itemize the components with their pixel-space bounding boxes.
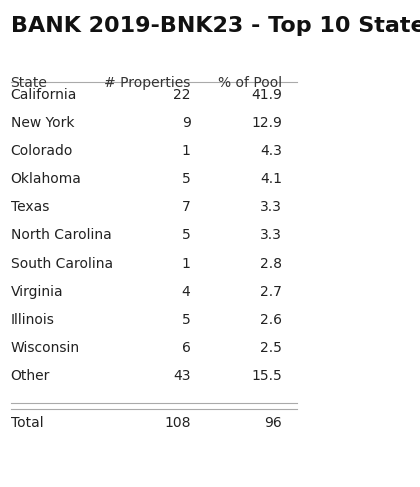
Text: 7: 7 [182, 201, 191, 214]
Text: California: California [10, 88, 77, 102]
Text: 1: 1 [182, 257, 191, 271]
Text: 2.6: 2.6 [260, 313, 282, 327]
Text: 15.5: 15.5 [251, 369, 282, 383]
Text: % of Pool: % of Pool [218, 76, 282, 91]
Text: 5: 5 [182, 313, 191, 327]
Text: 2.5: 2.5 [260, 341, 282, 355]
Text: 4.3: 4.3 [260, 144, 282, 158]
Text: 43: 43 [173, 369, 191, 383]
Text: 3.3: 3.3 [260, 201, 282, 214]
Text: South Carolina: South Carolina [10, 257, 113, 271]
Text: State: State [10, 76, 47, 91]
Text: 22: 22 [173, 88, 191, 102]
Text: Total: Total [10, 416, 43, 430]
Text: Virginia: Virginia [10, 285, 63, 299]
Text: New York: New York [10, 116, 74, 130]
Text: 4.1: 4.1 [260, 172, 282, 187]
Text: 1: 1 [182, 144, 191, 158]
Text: # Properties: # Properties [104, 76, 191, 91]
Text: 5: 5 [182, 228, 191, 243]
Text: 2.7: 2.7 [260, 285, 282, 299]
Text: Other: Other [10, 369, 50, 383]
Text: 6: 6 [182, 341, 191, 355]
Text: 9: 9 [182, 116, 191, 130]
Text: Wisconsin: Wisconsin [10, 341, 80, 355]
Text: Texas: Texas [10, 201, 49, 214]
Text: Oklahoma: Oklahoma [10, 172, 81, 187]
Text: 3.3: 3.3 [260, 228, 282, 243]
Text: Illinois: Illinois [10, 313, 55, 327]
Text: 5: 5 [182, 172, 191, 187]
Text: BANK 2019-BNK23 - Top 10 States: BANK 2019-BNK23 - Top 10 States [10, 16, 420, 36]
Text: 41.9: 41.9 [251, 88, 282, 102]
Text: 96: 96 [264, 416, 282, 430]
Text: Colorado: Colorado [10, 144, 73, 158]
Text: 12.9: 12.9 [251, 116, 282, 130]
Text: 4: 4 [182, 285, 191, 299]
Text: 2.8: 2.8 [260, 257, 282, 271]
Text: North Carolina: North Carolina [10, 228, 111, 243]
Text: 108: 108 [164, 416, 191, 430]
